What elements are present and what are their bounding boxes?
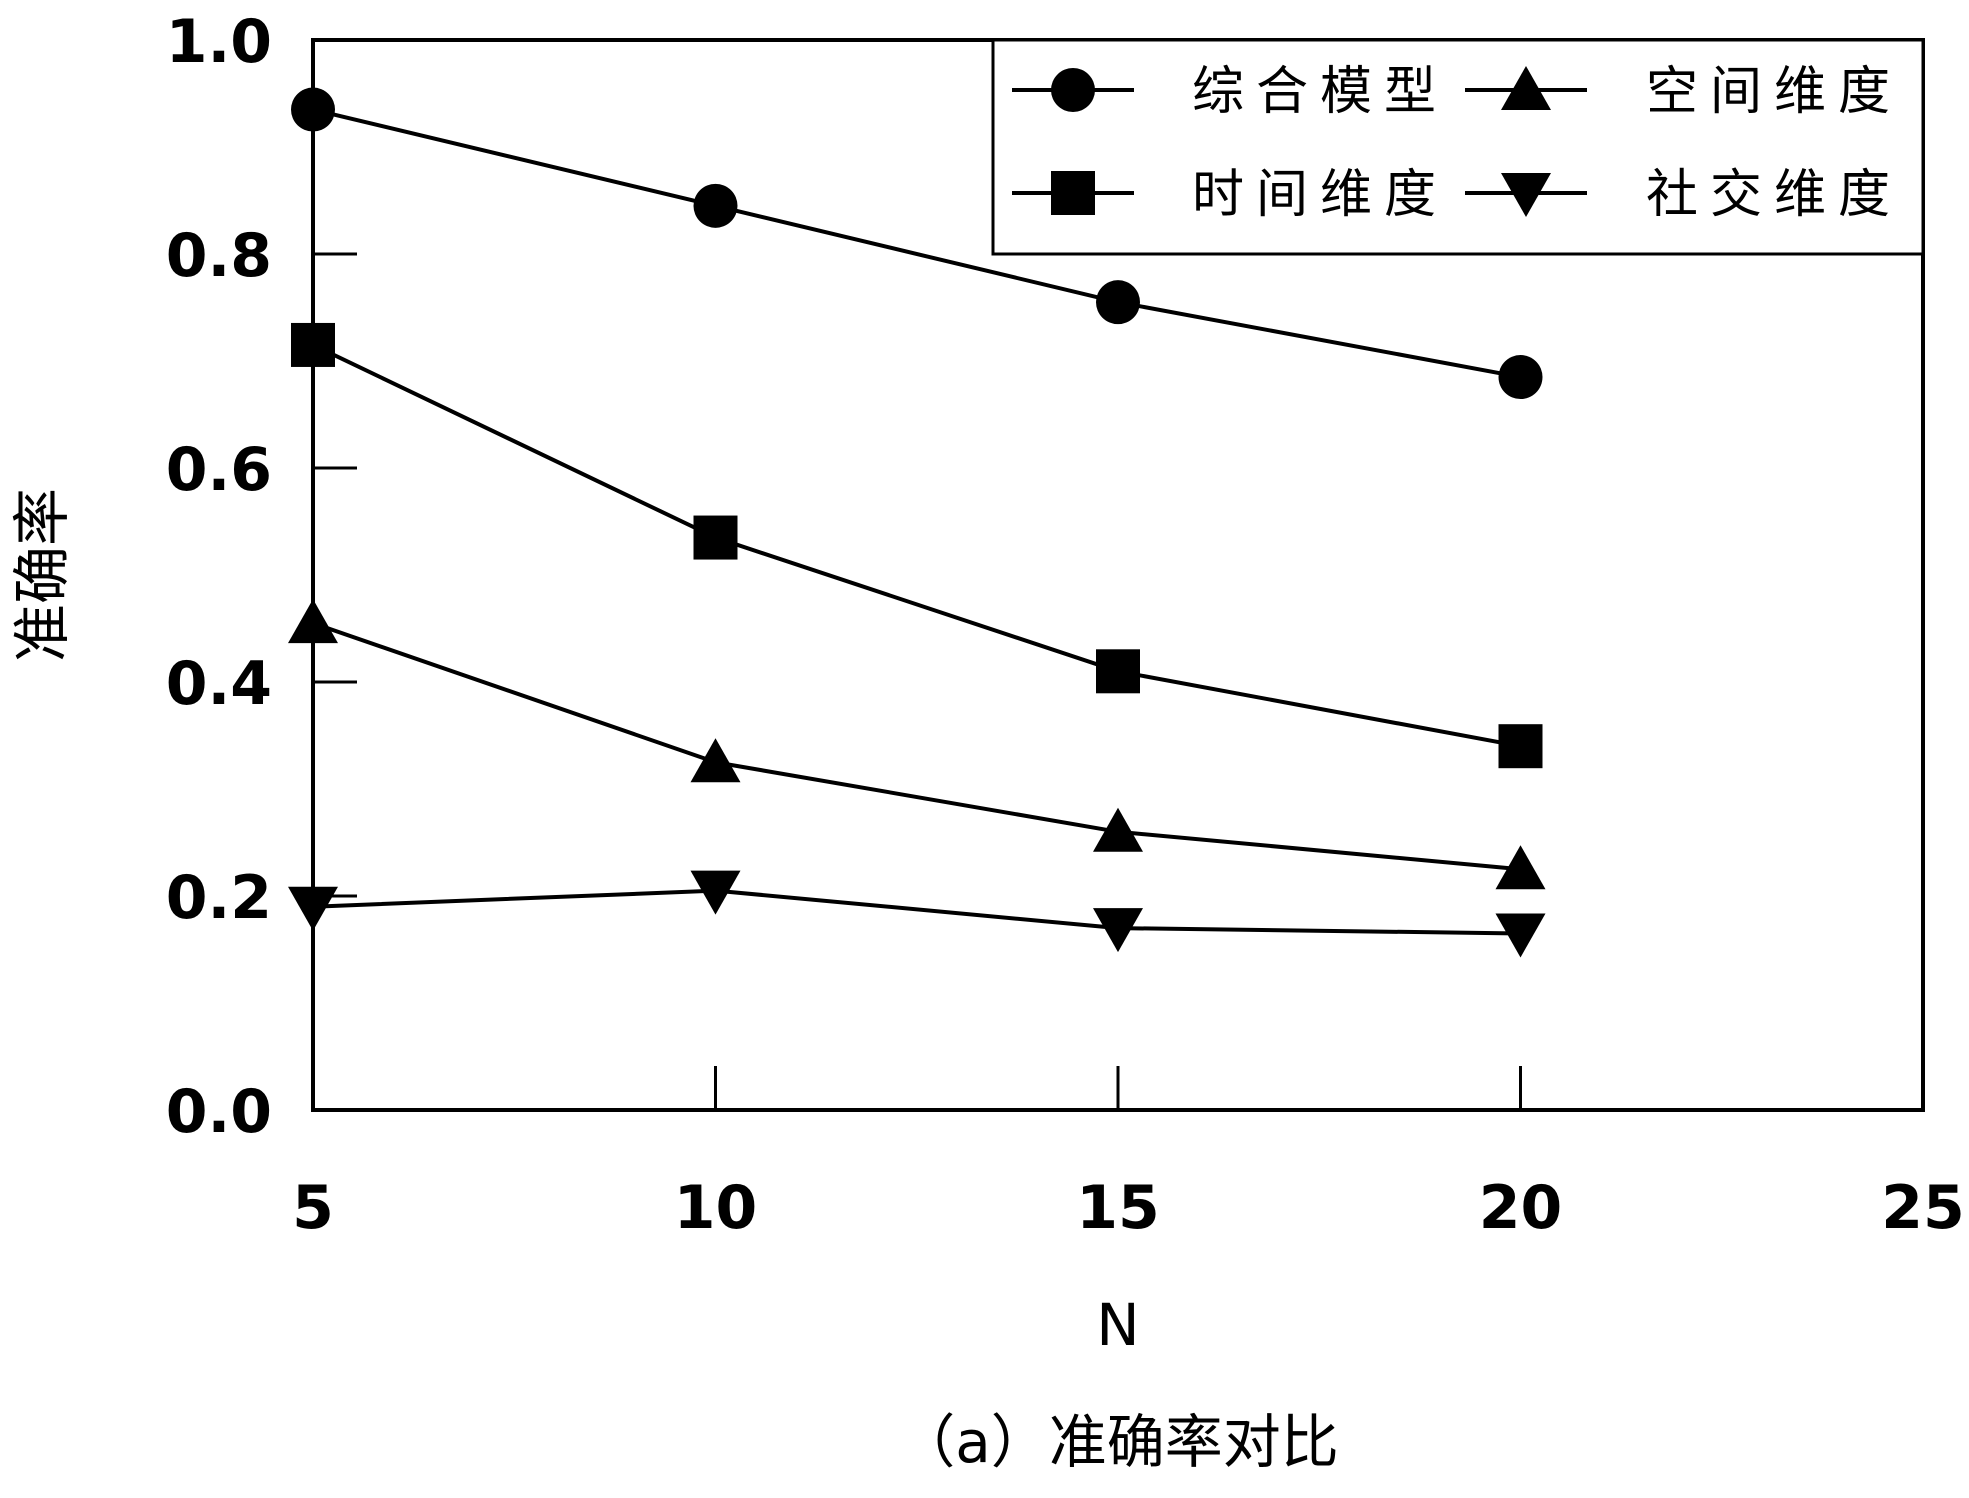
y-axis-label: 准确率 (8, 488, 76, 662)
data-point (690, 870, 741, 915)
data-point (693, 183, 738, 228)
data-point (291, 322, 335, 367)
y-tick-label: 0.2 (166, 863, 272, 933)
series-layer (288, 87, 1546, 958)
y-tick-label: 0.8 (166, 221, 272, 291)
series-triangle-up (288, 599, 1546, 890)
legend-label: 综合模型 (1192, 62, 1448, 122)
legend-marker (1501, 173, 1551, 217)
axis-ticks: 0.0 0.2 0.4 0.6 0.8 1.0 5 10 15 20 25 (166, 7, 1965, 1243)
x-tick-label: 5 (292, 1173, 334, 1243)
legend-marker (1051, 68, 1095, 112)
legend-box (991, 38, 1925, 256)
legend-marker (1501, 66, 1551, 110)
data-point (1096, 280, 1140, 325)
data-point (1495, 845, 1546, 890)
x-axis-label: N (1096, 1291, 1139, 1359)
series-line (312, 343, 1521, 749)
x-tick-label: 15 (1076, 1173, 1160, 1243)
data-point (1498, 355, 1543, 400)
series-circle (291, 87, 1543, 400)
legend-label: 时间维度 (1192, 165, 1448, 225)
y-tick-label: 0.0 (166, 1077, 272, 1147)
series-line (312, 888, 1521, 936)
x-tick-label: 25 (1881, 1173, 1965, 1243)
data-point (1093, 908, 1143, 953)
y-tick-label: 1.0 (166, 7, 272, 77)
data-point (1096, 649, 1140, 694)
series-triangle-down (288, 870, 1546, 958)
legend-item: 时间维度 (1012, 165, 1448, 225)
series-line (312, 621, 1521, 872)
data-point (291, 87, 335, 132)
x-tick-label: 10 (674, 1173, 758, 1243)
series-line (312, 107, 1521, 380)
data-point (690, 738, 741, 783)
data-point (1495, 913, 1546, 958)
legend-label: 空间维度 (1646, 62, 1902, 122)
legend-item: 社交维度 (1465, 165, 1902, 225)
data-point (288, 599, 338, 644)
legend-item: 空间维度 (1465, 62, 1902, 122)
data-point (1093, 807, 1143, 852)
data-point (288, 886, 338, 931)
legend-marker (1051, 171, 1095, 215)
y-tick-label: 0.4 (166, 649, 272, 719)
figure-caption: （a）准确率对比 (897, 1408, 1339, 1476)
legend-label: 社交维度 (1646, 165, 1902, 225)
y-tick-label: 0.6 (166, 435, 272, 505)
series-square (291, 322, 1543, 769)
legend-item: 综合模型 (1012, 62, 1448, 122)
x-tick-label: 20 (1479, 1173, 1563, 1243)
data-point (693, 515, 738, 560)
data-point (1498, 724, 1543, 769)
